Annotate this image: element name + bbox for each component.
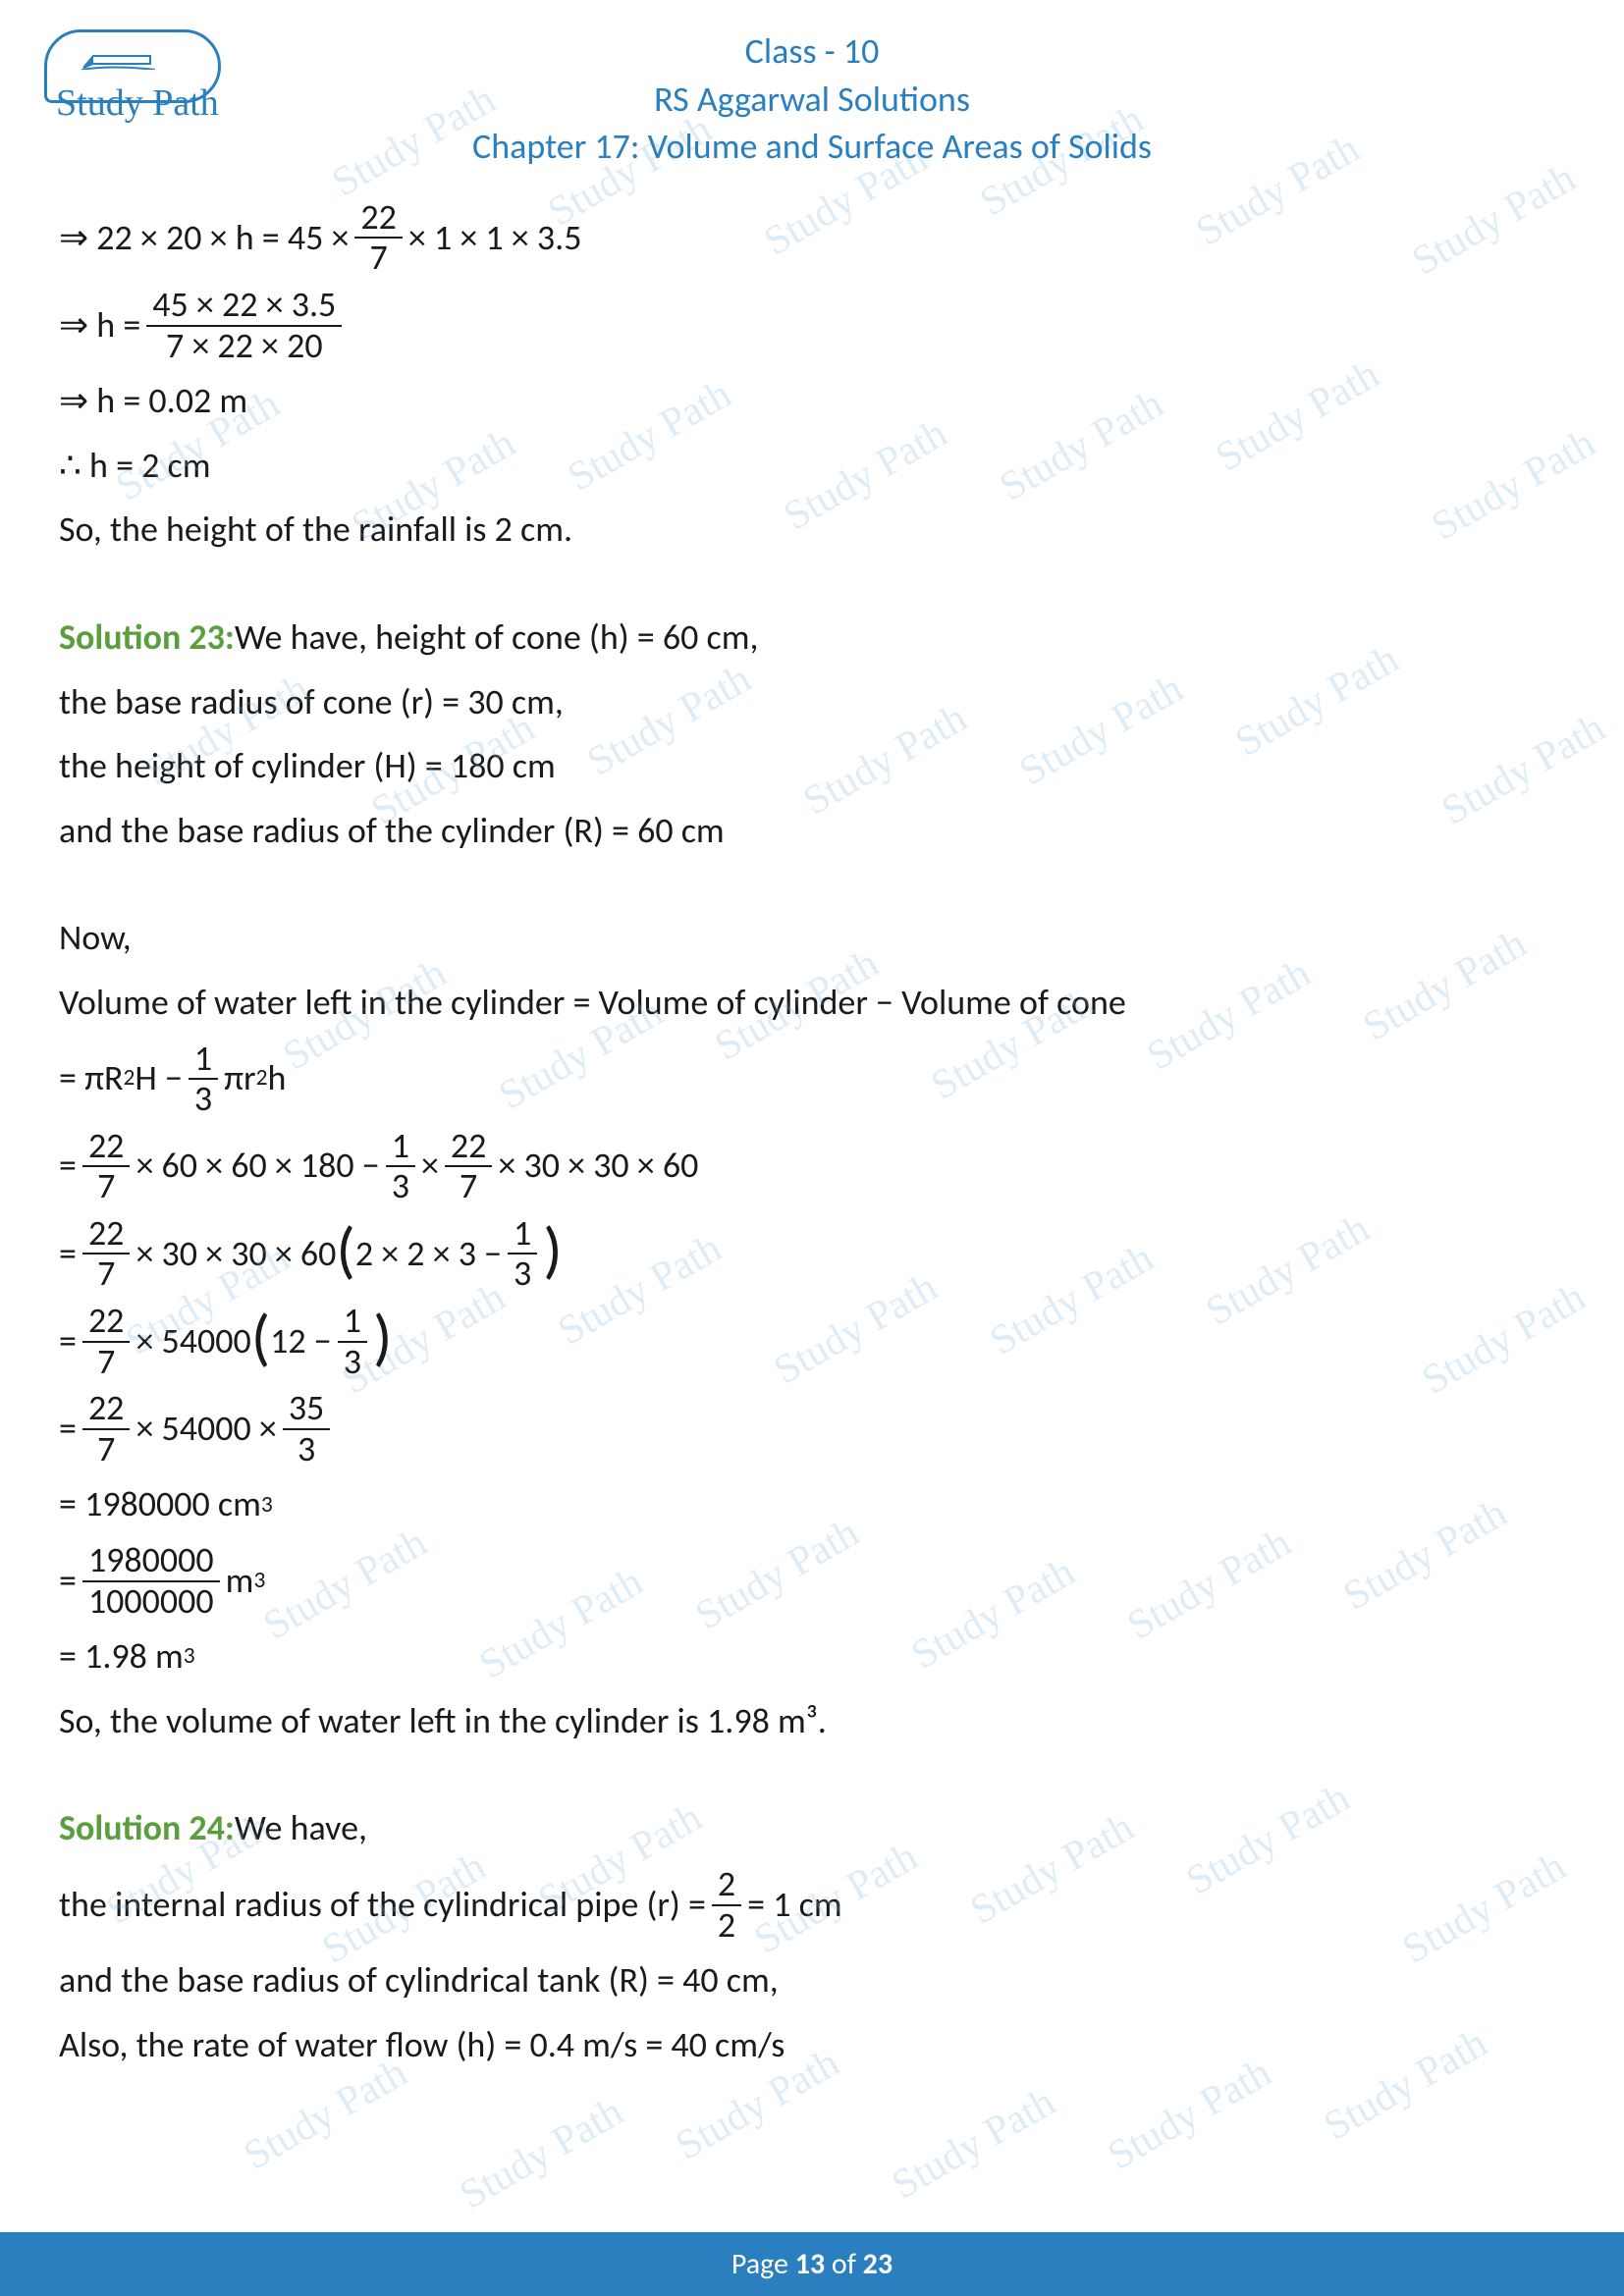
text: = 1980000 cm	[59, 1476, 261, 1533]
sol23-heading: Solution 23: We have, height of cone (h)…	[59, 610, 1565, 667]
chapter-line: Chapter 17: Volume and Surface Areas of …	[0, 123, 1624, 171]
sol22-line4: ∴ h = 2 cm	[59, 438, 1565, 495]
text: × 54000	[135, 1313, 250, 1370]
sol22-conclusion: So, the height of the rainfall is 2 cm.	[59, 502, 1565, 559]
sol23-eq5: = 227 × 54000 ( 12 − 13 )	[59, 1302, 1565, 1381]
text: =	[59, 1138, 77, 1195]
pencil-icon	[81, 50, 160, 70]
fraction: 227	[82, 1214, 131, 1294]
text: ⇒ 22 × 20 × h = 45 ×	[59, 210, 349, 267]
solution-label: Solution 24:	[59, 1800, 235, 1857]
text: =	[59, 1553, 77, 1610]
text: πr	[224, 1050, 255, 1107]
fraction: 13	[338, 1302, 367, 1381]
sol24-p3: and the base radius of cylindrical tank …	[59, 1952, 1565, 2009]
fraction: 227	[82, 1389, 131, 1468]
content-body: ⇒ 22 × 20 × h = 45 × 227 × 1 × 1 × 3.5 ⇒…	[0, 171, 1624, 2074]
text: =	[59, 1401, 77, 1458]
text: ⇒ h =	[59, 297, 140, 354]
page-header: Study Path Class - 10 RS Aggarwal Soluti…	[0, 0, 1624, 171]
watermark-text: Study Path	[452, 2088, 631, 2218]
watermark-text: Study Path	[884, 2078, 1063, 2209]
text: = 1 cm	[747, 1877, 841, 1934]
text: h	[267, 1050, 286, 1107]
paren-close: )	[543, 1226, 562, 1276]
page-footer: Page 13 of 23	[0, 2232, 1624, 2296]
sol23-p3: the height of cylinder (H) = 180 cm	[59, 738, 1565, 795]
sol23-eq2: = πR2H − 13 πr2h	[59, 1040, 1565, 1119]
text: = 1.98 m	[59, 1629, 184, 1685]
text: We have, height of cone (h) = 60 cm,	[235, 610, 759, 667]
fraction: 13	[189, 1040, 218, 1119]
solution-label: Solution 23:	[59, 610, 235, 667]
sol22-line3: ⇒ h = 0.02 m	[59, 373, 1565, 430]
fraction: 353	[283, 1389, 331, 1468]
paren-open: (	[251, 1313, 270, 1363]
text: We have,	[235, 1800, 367, 1857]
fraction: 227	[354, 198, 403, 278]
paren-open: (	[336, 1226, 354, 1276]
logo-text: Study Path	[56, 81, 219, 125]
class-line: Class - 10	[0, 27, 1624, 76]
footer-text: Page	[731, 2246, 795, 2282]
sol23-eq1: Volume of water left in the cylinder = V…	[59, 975, 1565, 1032]
title-line: RS Aggarwal Solutions	[0, 76, 1624, 124]
text: 12 −	[270, 1313, 332, 1370]
sol23-conclusion: So, the volume of water left in the cyli…	[59, 1693, 1565, 1750]
sol23-p4: and the base radius of the cylinder (R) …	[59, 803, 1565, 860]
sol23-p2: the base radius of cone (r) = 30 cm,	[59, 674, 1565, 731]
fraction: 227	[82, 1302, 131, 1381]
page-number: 13	[795, 2246, 825, 2282]
text: m	[226, 1553, 254, 1610]
footer-text: of	[825, 2246, 863, 2282]
text: = πR	[59, 1050, 124, 1107]
sol22-line2: ⇒ h = 45 × 22 × 3.57 × 22 × 20	[59, 286, 1565, 365]
text: H −	[135, 1050, 183, 1107]
sol23-now: Now,	[59, 910, 1565, 967]
fraction: 22	[712, 1865, 741, 1945]
sol23-eq7: = 1980000 cm3	[59, 1476, 1565, 1533]
sol24-p2: the internal radius of the cylindrical p…	[59, 1865, 1565, 1945]
logo: Study Path	[44, 29, 231, 123]
sol23-eq3: = 227 × 60 × 60 × 180 − 13 × 227 × 30 × …	[59, 1127, 1565, 1206]
text: × 30 × 30 × 60	[498, 1138, 698, 1195]
text: 2 × 2 × 3 −	[355, 1226, 502, 1283]
sol22-line1: ⇒ 22 × 20 × h = 45 × 227 × 1 × 1 × 3.5	[59, 198, 1565, 278]
paren-close: )	[373, 1313, 392, 1363]
text: × 54000 ×	[135, 1401, 276, 1458]
sol23-eq8: = 19800001000000 m3	[59, 1541, 1565, 1621]
sol24-heading: Solution 24: We have,	[59, 1800, 1565, 1857]
fraction: 13	[508, 1214, 537, 1294]
page-total: 23	[863, 2246, 893, 2282]
text: ×	[421, 1138, 439, 1195]
sol23-eq6: = 227 × 54000 × 353	[59, 1389, 1565, 1468]
sol24-p4: Also, the rate of water flow (h) = 0.4 m…	[59, 2017, 1565, 2074]
text: =	[59, 1226, 77, 1283]
fraction: 45 × 22 × 3.57 × 22 × 20	[146, 286, 342, 365]
text: the internal radius of the cylindrical p…	[59, 1877, 706, 1934]
fraction: 13	[386, 1127, 415, 1206]
sol23-eq4: = 227 × 30 × 30 × 60 ( 2 × 2 × 3 − 13 )	[59, 1214, 1565, 1294]
text: × 60 × 60 × 180 −	[135, 1138, 379, 1195]
text: × 1 × 1 × 3.5	[408, 210, 582, 267]
fraction: 227	[82, 1127, 131, 1206]
text: × 30 × 30 × 60	[135, 1226, 336, 1283]
fraction: 19800001000000	[82, 1541, 220, 1621]
fraction: 227	[445, 1127, 493, 1206]
sol23-eq9: = 1.98 m3	[59, 1629, 1565, 1685]
text: =	[59, 1313, 77, 1370]
